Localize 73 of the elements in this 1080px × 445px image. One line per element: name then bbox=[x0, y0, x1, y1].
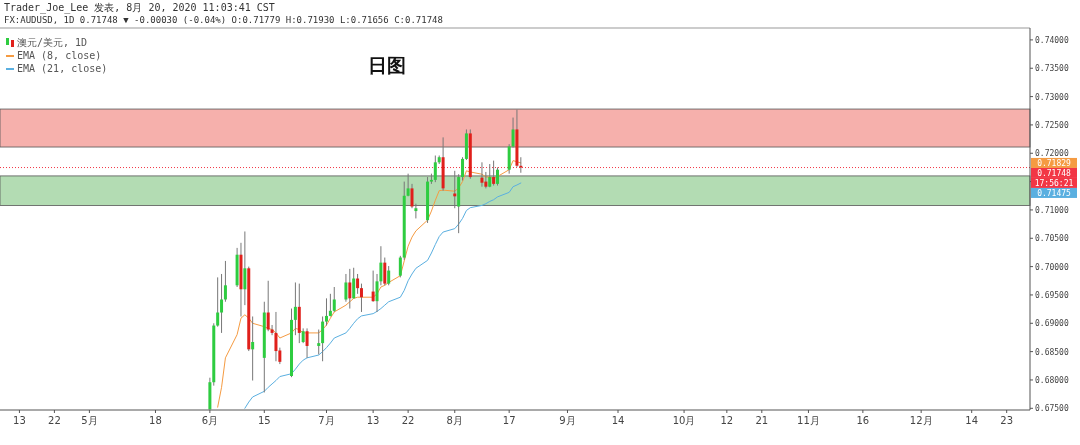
y-tick-label: 0.69000 bbox=[1035, 319, 1069, 329]
candlestick bbox=[332, 286, 336, 313]
text: 0.71829 bbox=[1037, 158, 1072, 168]
x-tick-label: 14 bbox=[611, 415, 625, 426]
y-tick-label: 0.73500 bbox=[1035, 64, 1069, 74]
candlestick bbox=[492, 160, 496, 187]
candlestick bbox=[387, 265, 391, 286]
legend-label: EMA (8, close) bbox=[17, 50, 102, 61]
candlestick bbox=[356, 273, 360, 295]
line-series bbox=[244, 182, 522, 409]
ref-line-label: 0.71748 bbox=[1037, 168, 1072, 178]
x-tick-label: 22 bbox=[48, 415, 61, 426]
y-tick-label: 0.67500 bbox=[1035, 404, 1069, 414]
candlestick bbox=[480, 161, 484, 188]
y-tick-label: 0.70000 bbox=[1035, 262, 1069, 272]
candlestick bbox=[371, 270, 375, 303]
x-tick-label: 15 bbox=[257, 415, 271, 426]
candlestick bbox=[398, 255, 402, 278]
legend-label: EMA (21, close) bbox=[17, 63, 108, 74]
candlestick bbox=[243, 230, 247, 306]
x-tick-label: 13 bbox=[366, 415, 380, 426]
y-tick-label: 0.72500 bbox=[1035, 120, 1069, 130]
candlestick bbox=[348, 268, 352, 310]
candlestick bbox=[317, 329, 321, 355]
y-tick-label: 0.72000 bbox=[1035, 149, 1069, 159]
x-tick-label: 10月 bbox=[672, 415, 696, 426]
y-tick-label: 0.73000 bbox=[1035, 92, 1069, 102]
y-tick-label: 0.68500 bbox=[1035, 347, 1069, 357]
x-tick-label: 14 bbox=[965, 415, 979, 426]
candlestick bbox=[453, 170, 457, 209]
x-tick-label: 9月 bbox=[559, 415, 576, 426]
candlestick bbox=[461, 156, 465, 181]
y-tick-label: 0.68000 bbox=[1035, 375, 1069, 385]
candlestick bbox=[223, 260, 227, 303]
legend-label: 澳元/美元, 1D bbox=[17, 37, 88, 48]
x-tick-label: 22 bbox=[401, 415, 415, 426]
x-tick-label: 12 bbox=[720, 415, 734, 426]
text: FX:AUDUSD, 1D 0.71748 ▼ -0.00030 (-0.04%) O:0.71779 H:0.71930 L:0.71656 C:0.71748 bbox=[4, 15, 443, 25]
x-tick-label: 11月 bbox=[797, 415, 820, 426]
candlestick bbox=[496, 166, 500, 187]
x-tick-label: 18 bbox=[149, 415, 162, 426]
candlestick bbox=[321, 315, 325, 362]
y-tick-label: 0.71000 bbox=[1035, 205, 1069, 215]
candlestick bbox=[274, 311, 278, 362]
x-tick-label: 23 bbox=[1000, 415, 1014, 426]
x-tick-label: 6月 bbox=[201, 415, 219, 426]
candlestick bbox=[344, 273, 348, 303]
x-tick-label: 16 bbox=[856, 415, 870, 426]
candlestick bbox=[220, 273, 224, 334]
text: 0.71475 bbox=[1037, 188, 1072, 198]
candlestick bbox=[352, 267, 356, 299]
candlestick bbox=[251, 315, 255, 382]
candlestick bbox=[293, 281, 297, 336]
y-tick-label: 0.70500 bbox=[1035, 234, 1069, 244]
candlestick bbox=[266, 280, 270, 332]
x-tick-label: 21 bbox=[755, 415, 769, 426]
candlestick bbox=[359, 283, 363, 313]
x-tick-label: 12月 bbox=[909, 415, 933, 426]
x-tick-label: 13 bbox=[13, 415, 26, 426]
x-tick-label: 17 bbox=[502, 415, 516, 426]
text: 17:56:21 bbox=[1034, 178, 1074, 188]
candlestick bbox=[433, 155, 437, 183]
candlestick bbox=[216, 276, 220, 328]
text: 日图 bbox=[368, 54, 406, 76]
candlestick bbox=[324, 297, 328, 327]
candlestick bbox=[414, 203, 418, 219]
x-tick-label: 5月 bbox=[81, 415, 98, 426]
candlestick bbox=[305, 327, 309, 359]
x-tick-label: 7月 bbox=[318, 415, 335, 426]
y-tick-label: 0.69500 bbox=[1035, 290, 1069, 300]
x-tick-label: 8月 bbox=[446, 415, 463, 426]
text: Trader_Joe_Lee 发表, 8月 20, 2020 11:03:41 CST bbox=[4, 2, 275, 14]
y-tick-label: 0.74000 bbox=[1035, 35, 1069, 45]
